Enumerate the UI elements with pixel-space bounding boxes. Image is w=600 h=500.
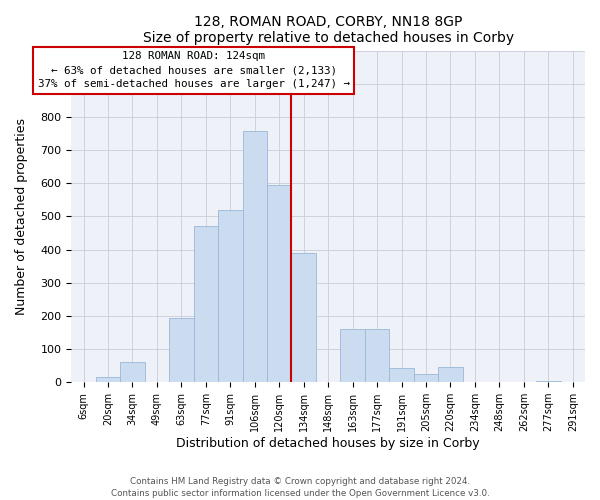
Bar: [120, 362, 145, 382]
X-axis label: Distribution of detached houses by size in Corby: Distribution of detached houses by size …: [176, 437, 480, 450]
Bar: [96, 377, 120, 382]
Bar: [218, 210, 242, 382]
Bar: [414, 374, 438, 382]
Bar: [267, 185, 292, 382]
Bar: [194, 226, 218, 382]
Bar: [389, 368, 414, 382]
Title: 128, ROMAN ROAD, CORBY, NN18 8GP
Size of property relative to detached houses in: 128, ROMAN ROAD, CORBY, NN18 8GP Size of…: [143, 15, 514, 45]
Bar: [242, 131, 267, 382]
Bar: [536, 380, 560, 382]
Bar: [340, 329, 365, 382]
Text: 128 ROMAN ROAD: 124sqm
← 63% of detached houses are smaller (2,133)
37% of semi-: 128 ROMAN ROAD: 124sqm ← 63% of detached…: [38, 52, 350, 90]
Text: Contains HM Land Registry data © Crown copyright and database right 2024.
Contai: Contains HM Land Registry data © Crown c…: [110, 476, 490, 498]
Bar: [169, 318, 194, 382]
Bar: [438, 367, 463, 382]
Y-axis label: Number of detached properties: Number of detached properties: [15, 118, 28, 315]
Bar: [292, 253, 316, 382]
Bar: [365, 329, 389, 382]
